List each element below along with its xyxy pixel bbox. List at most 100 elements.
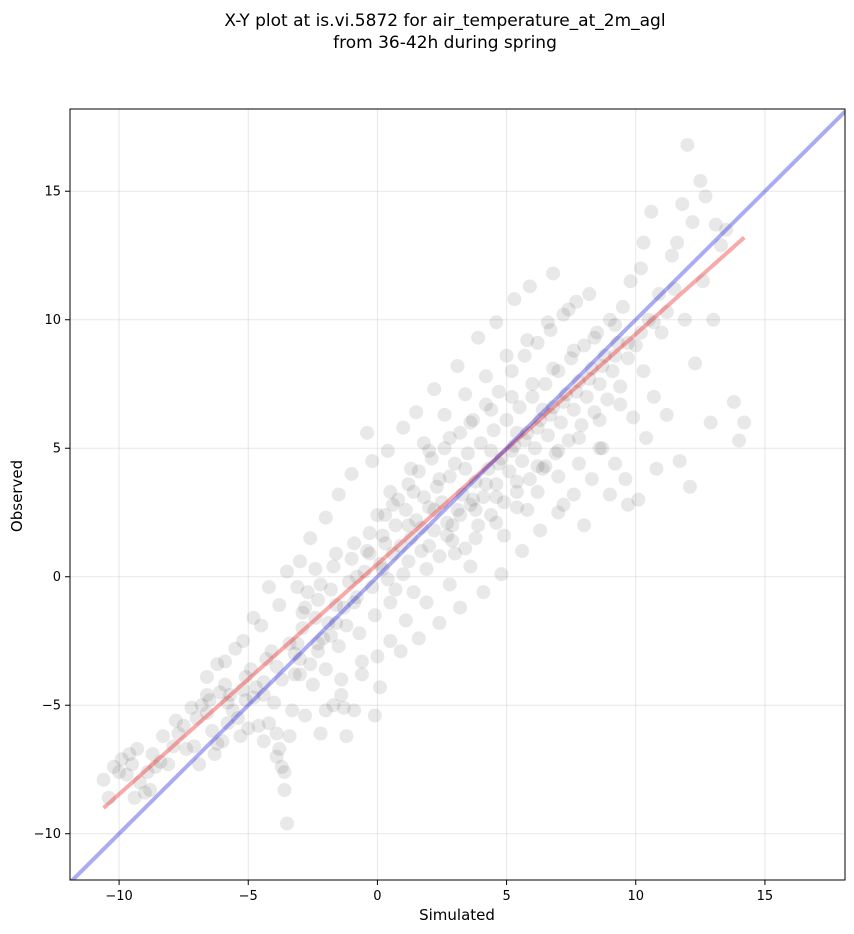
scatter-point xyxy=(414,520,429,535)
scatter-point xyxy=(365,454,380,469)
scatter-point xyxy=(584,361,599,376)
scatter-point xyxy=(393,644,408,659)
scatter-point xyxy=(714,238,728,253)
scatter-point xyxy=(533,412,548,427)
scatter-point xyxy=(261,716,276,731)
scatter-point xyxy=(543,407,558,422)
scatter-point xyxy=(303,657,318,672)
scatter-point xyxy=(233,729,248,744)
scatter-point xyxy=(646,315,661,330)
scatter-point xyxy=(318,703,333,718)
scatter-point xyxy=(388,582,403,597)
scatter-point xyxy=(473,436,488,451)
scatter-point xyxy=(362,526,377,541)
scatter-point xyxy=(528,441,542,456)
scatter-point xyxy=(194,698,209,713)
scatter-point xyxy=(298,708,313,723)
scatter-point xyxy=(484,443,499,458)
scatter-point xyxy=(522,472,537,487)
scatter-point xyxy=(218,677,232,692)
scatter-point xyxy=(303,531,318,546)
scatter-point xyxy=(468,474,483,489)
scatter-point xyxy=(440,528,455,543)
scatter-point xyxy=(556,497,571,512)
scatter-point xyxy=(608,456,623,471)
scatter-point xyxy=(370,508,385,523)
scatter-point xyxy=(520,333,535,348)
scatter-point xyxy=(641,312,656,327)
scatter-point xyxy=(305,677,320,692)
scatter-point xyxy=(659,305,674,320)
scatter-point xyxy=(367,608,382,623)
scatter-point xyxy=(525,376,540,391)
scatter-point xyxy=(491,384,506,399)
scatter-point xyxy=(422,443,437,458)
scatter-point xyxy=(419,562,434,577)
scatter-point xyxy=(378,508,393,523)
scatter-point xyxy=(551,469,566,484)
scatter-point xyxy=(466,492,480,507)
scatter-point xyxy=(481,461,496,476)
scatter-point xyxy=(445,533,460,548)
scatter-point xyxy=(393,538,408,553)
scatter-point xyxy=(406,484,421,499)
scatter-point xyxy=(520,502,535,517)
scatter-point xyxy=(259,651,274,666)
scatter-point xyxy=(677,312,692,327)
scatter-point xyxy=(199,705,214,720)
scatter-point xyxy=(458,387,473,402)
scatter-point xyxy=(680,137,695,152)
scatter-point xyxy=(468,502,483,517)
y-tick-label: 15 xyxy=(44,185,61,200)
scatter-point xyxy=(334,687,349,702)
scatter-point xyxy=(698,189,713,204)
scatter-point xyxy=(269,726,284,741)
scatter-point xyxy=(571,430,586,445)
scatter-point xyxy=(357,564,372,579)
plot-area-frame xyxy=(69,108,846,881)
scatter-point xyxy=(628,338,643,353)
scatter-point xyxy=(442,577,457,592)
scatter-point xyxy=(453,508,468,523)
scatter-point xyxy=(385,546,400,561)
scatter-point xyxy=(398,502,413,517)
scatter-point xyxy=(504,443,519,458)
scatter-point xyxy=(476,490,491,505)
scatter-point xyxy=(298,600,313,615)
scatter-point xyxy=(246,610,261,625)
scatter-point xyxy=(256,687,271,702)
scatter-point xyxy=(246,690,261,705)
scatter-point xyxy=(354,654,369,669)
scatter-point xyxy=(442,469,457,484)
scatter-point xyxy=(489,490,504,505)
scatter-point xyxy=(360,425,375,440)
scatter-point xyxy=(466,412,480,427)
scatter-point xyxy=(143,783,158,798)
scatter-point xyxy=(311,644,325,659)
scatter-point xyxy=(127,790,142,805)
scatter-point xyxy=(267,695,282,710)
scatter-point xyxy=(300,585,315,600)
grid xyxy=(70,109,845,880)
chart-subtitle: from 36-42h during spring xyxy=(333,33,557,53)
scatter-point xyxy=(282,636,297,651)
scatter-point xyxy=(269,749,284,764)
scatter-point xyxy=(323,628,338,643)
scatter-point xyxy=(424,451,439,466)
scatter-point xyxy=(282,729,297,744)
scatter-point xyxy=(522,279,537,294)
scatter-point xyxy=(176,718,191,733)
scatter-point xyxy=(156,729,170,744)
scatter-point xyxy=(592,441,607,456)
scatter-point xyxy=(336,600,351,615)
scatter-point xyxy=(321,616,336,630)
scatter-point xyxy=(566,343,581,358)
scatter-point xyxy=(225,703,240,718)
scatter-point xyxy=(509,425,524,440)
scatter-point xyxy=(187,739,201,754)
scatter-point xyxy=(626,410,641,425)
scatter-point xyxy=(613,397,628,412)
scatter-point xyxy=(422,500,437,515)
scatter-point xyxy=(535,461,550,476)
scatter-point xyxy=(435,495,449,510)
